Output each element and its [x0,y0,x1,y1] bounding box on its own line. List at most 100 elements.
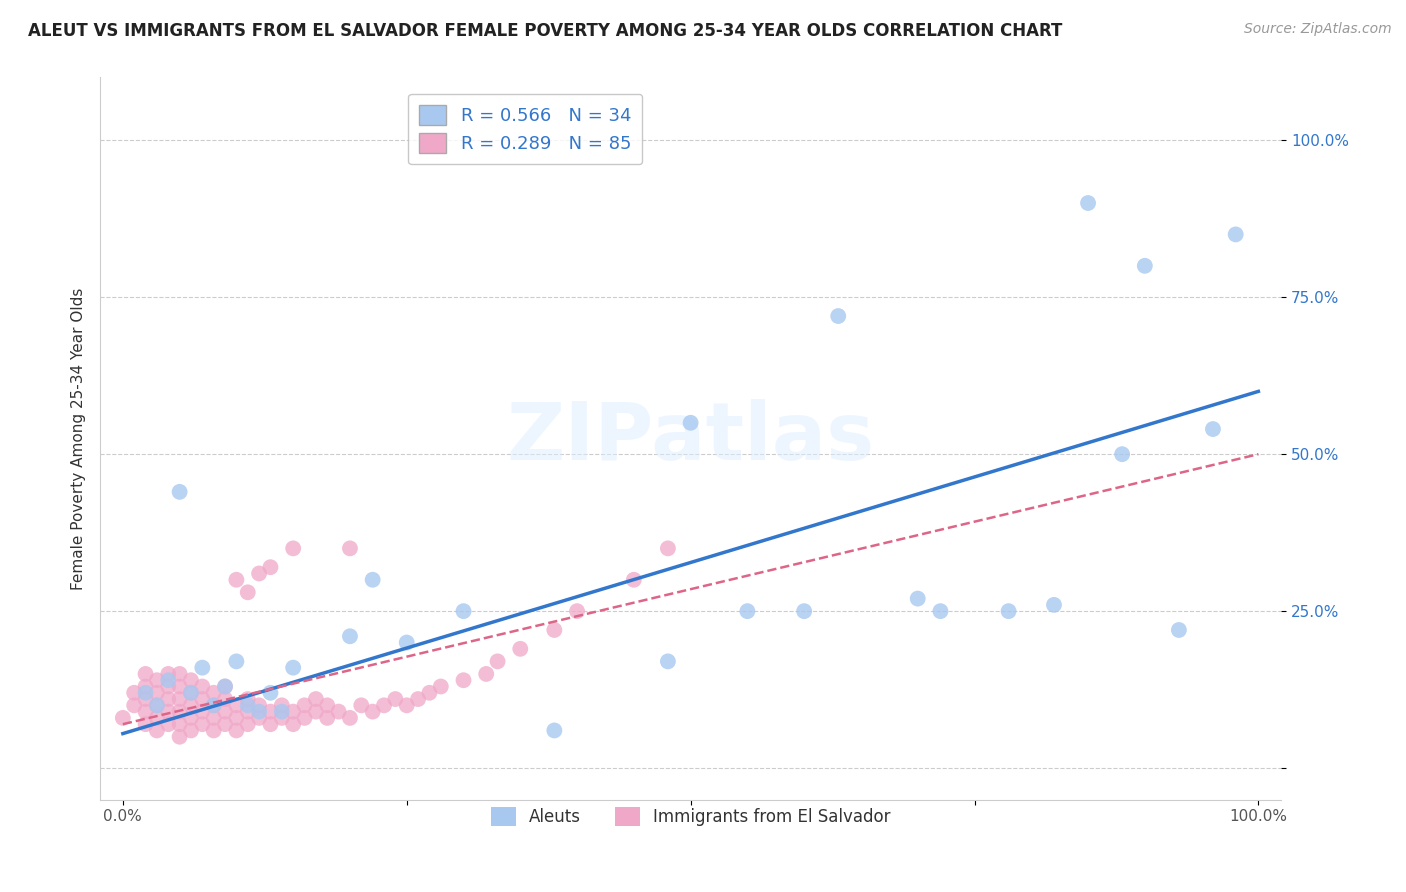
Text: ALEUT VS IMMIGRANTS FROM EL SALVADOR FEMALE POVERTY AMONG 25-34 YEAR OLDS CORREL: ALEUT VS IMMIGRANTS FROM EL SALVADOR FEM… [28,22,1063,40]
Point [259,705,281,719]
Point [657,654,679,668]
Point [657,541,679,556]
Text: ZIPatlas: ZIPatlas [506,400,875,477]
Point [191,680,214,694]
Point [225,698,247,713]
Point [373,698,395,713]
Point [180,711,202,725]
Point [236,692,259,706]
Point [225,723,247,738]
Point [157,692,180,706]
Point [157,667,180,681]
Point [305,692,328,706]
Point [135,692,157,706]
Point [737,604,759,618]
Point [430,680,453,694]
Point [169,717,191,731]
Point [350,698,373,713]
Point [305,705,328,719]
Point [191,661,214,675]
Point [225,573,247,587]
Point [259,717,281,731]
Point [361,705,384,719]
Point [146,698,169,713]
Point [339,541,361,556]
Point [180,673,202,688]
Legend: Aleuts, Immigrants from El Salvador: Aleuts, Immigrants from El Salvador [482,798,898,835]
Point [135,680,157,694]
Point [157,705,180,719]
Point [135,717,157,731]
Point [180,698,202,713]
Point [543,623,565,637]
Point [270,705,292,719]
Point [270,711,292,725]
Point [1167,623,1189,637]
Point [247,698,270,713]
Point [169,667,191,681]
Point [180,686,202,700]
Point [339,711,361,725]
Point [135,686,157,700]
Point [328,705,350,719]
Point [169,705,191,719]
Point [395,698,418,713]
Point [247,705,270,719]
Point [1043,598,1066,612]
Point [180,723,202,738]
Point [1077,196,1099,211]
Point [453,673,475,688]
Point [169,730,191,744]
Point [180,686,202,700]
Y-axis label: Female Poverty Among 25-34 Year Olds: Female Poverty Among 25-34 Year Olds [72,287,86,590]
Point [236,698,259,713]
Point [453,604,475,618]
Point [146,698,169,713]
Point [146,673,169,688]
Point [294,711,316,725]
Point [214,692,236,706]
Point [169,692,191,706]
Point [929,604,952,618]
Point [111,711,134,725]
Point [283,705,305,719]
Point [339,629,361,643]
Point [418,686,440,700]
Point [316,698,339,713]
Point [146,686,169,700]
Point [214,680,236,694]
Point [202,698,225,713]
Point [384,692,406,706]
Point [283,717,305,731]
Point [1111,447,1133,461]
Point [247,711,270,725]
Point [157,680,180,694]
Point [214,705,236,719]
Point [565,604,588,618]
Point [135,667,157,681]
Point [157,673,180,688]
Point [225,654,247,668]
Point [259,560,281,574]
Point [679,416,702,430]
Point [202,698,225,713]
Text: Source: ZipAtlas.com: Source: ZipAtlas.com [1244,22,1392,37]
Point [214,717,236,731]
Point [623,573,645,587]
Point [316,711,339,725]
Point [259,686,281,700]
Point [827,309,849,323]
Point [1202,422,1225,436]
Point [191,692,214,706]
Point [122,698,145,713]
Point [1225,227,1247,242]
Point [793,604,815,618]
Point [169,680,191,694]
Point [236,717,259,731]
Point [907,591,929,606]
Point [406,692,429,706]
Point [543,723,565,738]
Point [283,541,305,556]
Point [191,717,214,731]
Point [475,667,498,681]
